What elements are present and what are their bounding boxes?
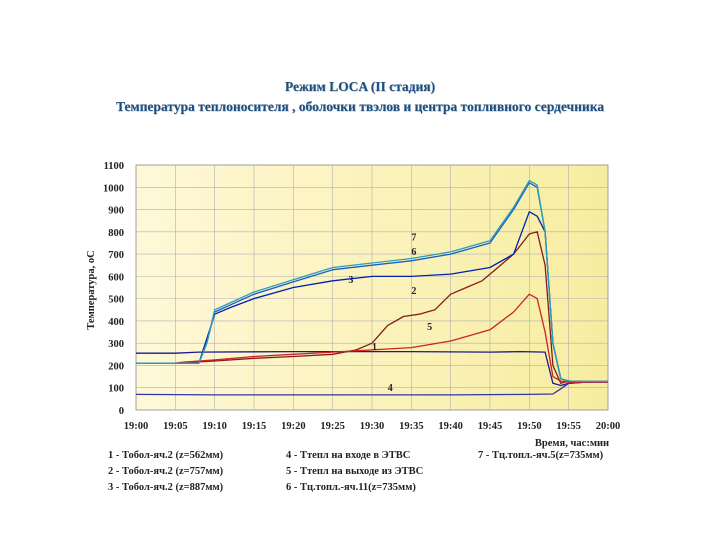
y-tick-label: 200 [108, 361, 124, 372]
x-tick-label: 19:15 [242, 421, 267, 432]
x-tick-label: 19:50 [517, 421, 542, 432]
y-tick-label: 400 [108, 317, 124, 328]
y-tick-label: 600 [108, 272, 124, 283]
y-tick-label: 1000 [103, 183, 124, 194]
x-tick-label: 19:05 [163, 421, 188, 432]
x-tick-label: 19:00 [124, 421, 149, 432]
series-line-7 [136, 179, 608, 383]
x-tick-label: 19:35 [399, 421, 424, 432]
x-tick-label: 19:30 [360, 421, 385, 432]
x-tick-label: 19:10 [202, 421, 227, 432]
y-axis-label: Температура, oC [86, 250, 97, 329]
legend-entry: 2 - Тобол-яч.2 (z=757мм) [108, 466, 224, 477]
curve-label-5: 5 [427, 322, 432, 333]
x-tick-label: 19:40 [438, 421, 463, 432]
x-tick-label: 20:00 [596, 421, 621, 432]
x-tick-label: 19:25 [320, 421, 345, 432]
series-line-5 [136, 293, 608, 383]
legend-entry: 4 - Ттепл на входе в ЭТВС [286, 450, 411, 461]
y-tick-label: 1100 [104, 161, 124, 172]
y-tick-label: 500 [108, 295, 124, 306]
series-line-4 [135, 380, 609, 396]
curve-label-7: 7 [411, 233, 416, 244]
curve-label-2: 2 [411, 286, 416, 297]
chart-subtitle: Температура теплоносителя , оболочки твэ… [115, 99, 605, 114]
legend-entry: 5 - Ттепл на выходе из ЭТВС [286, 466, 424, 477]
x-tick-label: 19:20 [281, 421, 306, 432]
curve-label-1: 1 [372, 342, 377, 353]
x-tick-label: 19:55 [556, 421, 581, 432]
legend-entry: 6 - Тц.топл.-яч.11(z=735мм) [286, 482, 416, 493]
x-tick-label: 19:45 [478, 421, 503, 432]
y-tick-label: 100 [108, 384, 124, 395]
y-tick-label: 800 [108, 228, 124, 239]
y-tick-label: 700 [108, 250, 124, 261]
legend-entry: 1 - Тобол-яч.2 (z=562мм) [108, 450, 224, 461]
x-axis-label: Время, час:мин [535, 438, 609, 449]
legend-entry: 3 - Тобол-яч.2 (z=887мм) [108, 482, 224, 493]
legend-entry: 7 - Тц.топл.-яч.5(z=735мм) [478, 450, 604, 461]
series-line-2 [136, 231, 608, 384]
y-tick-label: 0 [119, 406, 124, 417]
curve-label-4: 4 [388, 383, 393, 394]
chart-title: Режим LOCA (II стадия) [284, 79, 436, 94]
curve-label-6: 6 [411, 247, 416, 258]
y-tick-label: 900 [108, 206, 124, 217]
curve-label-3: 3 [348, 275, 353, 286]
y-tick-label: 300 [108, 339, 124, 350]
